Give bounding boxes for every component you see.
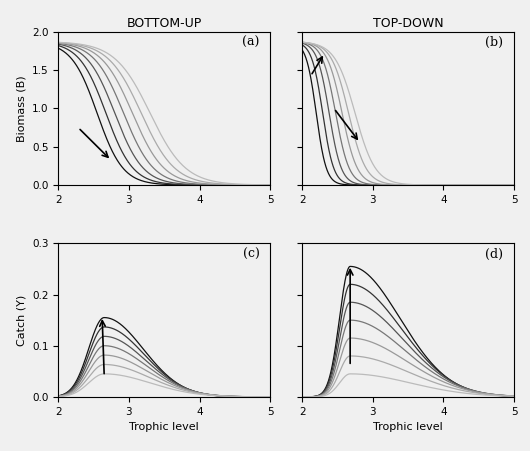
Text: (a): (a) — [242, 36, 260, 49]
X-axis label: Trophic level: Trophic level — [373, 422, 443, 432]
Text: (b): (b) — [485, 36, 504, 49]
Y-axis label: Catch (Y): Catch (Y) — [16, 295, 26, 346]
Title: TOP-DOWN: TOP-DOWN — [373, 18, 444, 30]
X-axis label: Trophic level: Trophic level — [129, 422, 199, 432]
Text: (d): (d) — [485, 248, 504, 261]
Y-axis label: Biomass (B): Biomass (B) — [16, 75, 26, 142]
Text: (c): (c) — [243, 248, 260, 261]
Title: BOTTOM-UP: BOTTOM-UP — [127, 18, 202, 30]
